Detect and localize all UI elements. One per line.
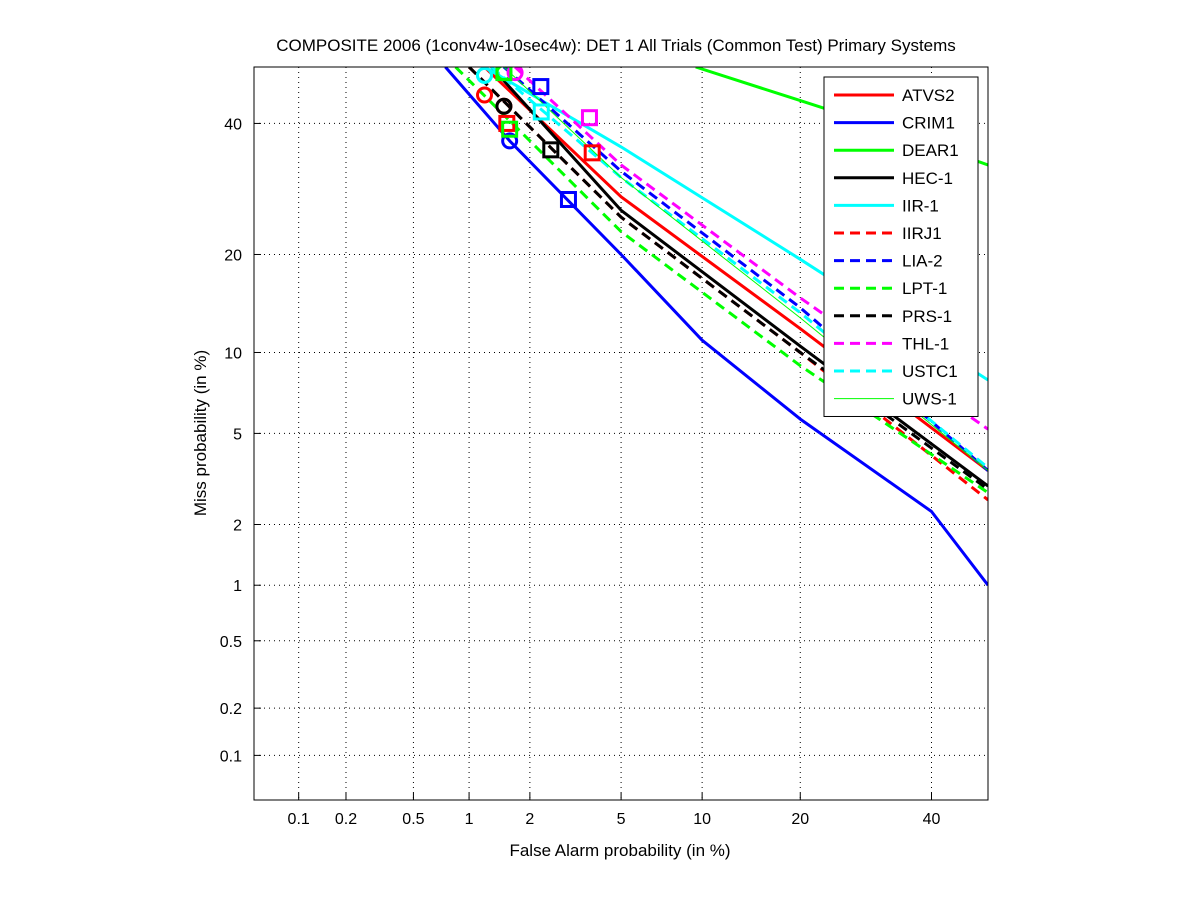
legend-label-lpt-1: LPT-1 [902, 279, 947, 298]
y-axis-label: Miss probability (in %) [191, 350, 210, 516]
y-tick-label: 0.5 [220, 634, 242, 651]
min-dcf-marker-prs-1 [495, 97, 513, 115]
min-dcf-marker-crim1 [501, 132, 519, 150]
grid [254, 67, 988, 800]
dcf-markers [476, 67, 601, 208]
y-tick-label: 5 [233, 426, 242, 443]
y-tick-label: 0.2 [220, 701, 242, 718]
curve-prs-1 [468, 67, 988, 491]
x-tick-label: 0.1 [288, 811, 310, 828]
act-dcf-marker-crim1 [559, 190, 577, 208]
act-dcf-marker-iir-1 [532, 103, 550, 121]
legend-label-hec-1: HEC-1 [902, 169, 953, 188]
tick-labels: 0.1 0.2 0.5 1 2 5 10 20 40 0.1 0.2 0.5 1 2 5 10 20 40 [220, 116, 941, 828]
act-dcf-marker-prs-1 [542, 141, 560, 159]
legend-label-atvs2: ATVS2 [902, 86, 955, 105]
legend-label-crim1: CRIM1 [902, 114, 955, 133]
plot-frame [253, 66, 989, 801]
legend-label-iir-1: IIR-1 [902, 196, 939, 215]
act-dcf-marker-atvs2 [583, 144, 601, 162]
chart-title: COMPOSITE 2006 (1conv4w-10sec4w): DET 1 … [276, 36, 956, 55]
act-dcf-marker-uws-1 [495, 67, 513, 82]
x-tick-label: 40 [923, 811, 941, 828]
act-dcf-marker-lpt-1 [501, 120, 519, 138]
y-tick-label: 40 [224, 116, 242, 133]
x-tick-label: 1 [465, 811, 474, 828]
min-dcf-marker-ustc1 [476, 67, 494, 84]
legend-label-thl-1: THL-1 [902, 334, 949, 353]
y-tick-label: 20 [224, 247, 242, 264]
act-dcf-marker-lia-2 [532, 78, 550, 96]
x-axis-label: False Alarm probability (in %) [509, 841, 730, 860]
legend-label-ustc1: USTC1 [902, 362, 958, 381]
y-tick-label: 1 [233, 578, 242, 595]
y-tick-label: 10 [224, 345, 242, 362]
legend-label-dear1: DEAR1 [902, 141, 959, 160]
min-dcf-marker-atvs2 [476, 86, 494, 104]
x-tick-label: 10 [693, 811, 711, 828]
y-tick-label: 0.1 [220, 748, 242, 765]
x-tick-label: 0.2 [335, 811, 357, 828]
legend-label-lia-2: LIA-2 [902, 252, 943, 271]
act-dcf-marker-thl-1 [580, 109, 598, 127]
min-dcf-marker-thl-1 [506, 67, 524, 82]
x-tick-label: 5 [617, 811, 626, 828]
x-tick-label: 0.5 [402, 811, 424, 828]
legend-box [823, 76, 979, 417]
legend-label-iirj1: IIRJ1 [902, 224, 942, 243]
x-tick-label: 2 [525, 811, 534, 828]
x-tick-label: 20 [791, 811, 809, 828]
legend-label-uws-1: UWS-1 [902, 390, 957, 409]
legend: ATVS2 CRIM1 DEAR1 HEC-1 IIR-1 IIRJ1 LIA-2 LPT-1… [823, 76, 979, 417]
legend-label-prs-1: PRS-1 [902, 307, 952, 326]
y-tick-label: 2 [233, 517, 242, 534]
curve-lpt-1 [454, 67, 988, 494]
curve-crim1 [444, 67, 988, 587]
